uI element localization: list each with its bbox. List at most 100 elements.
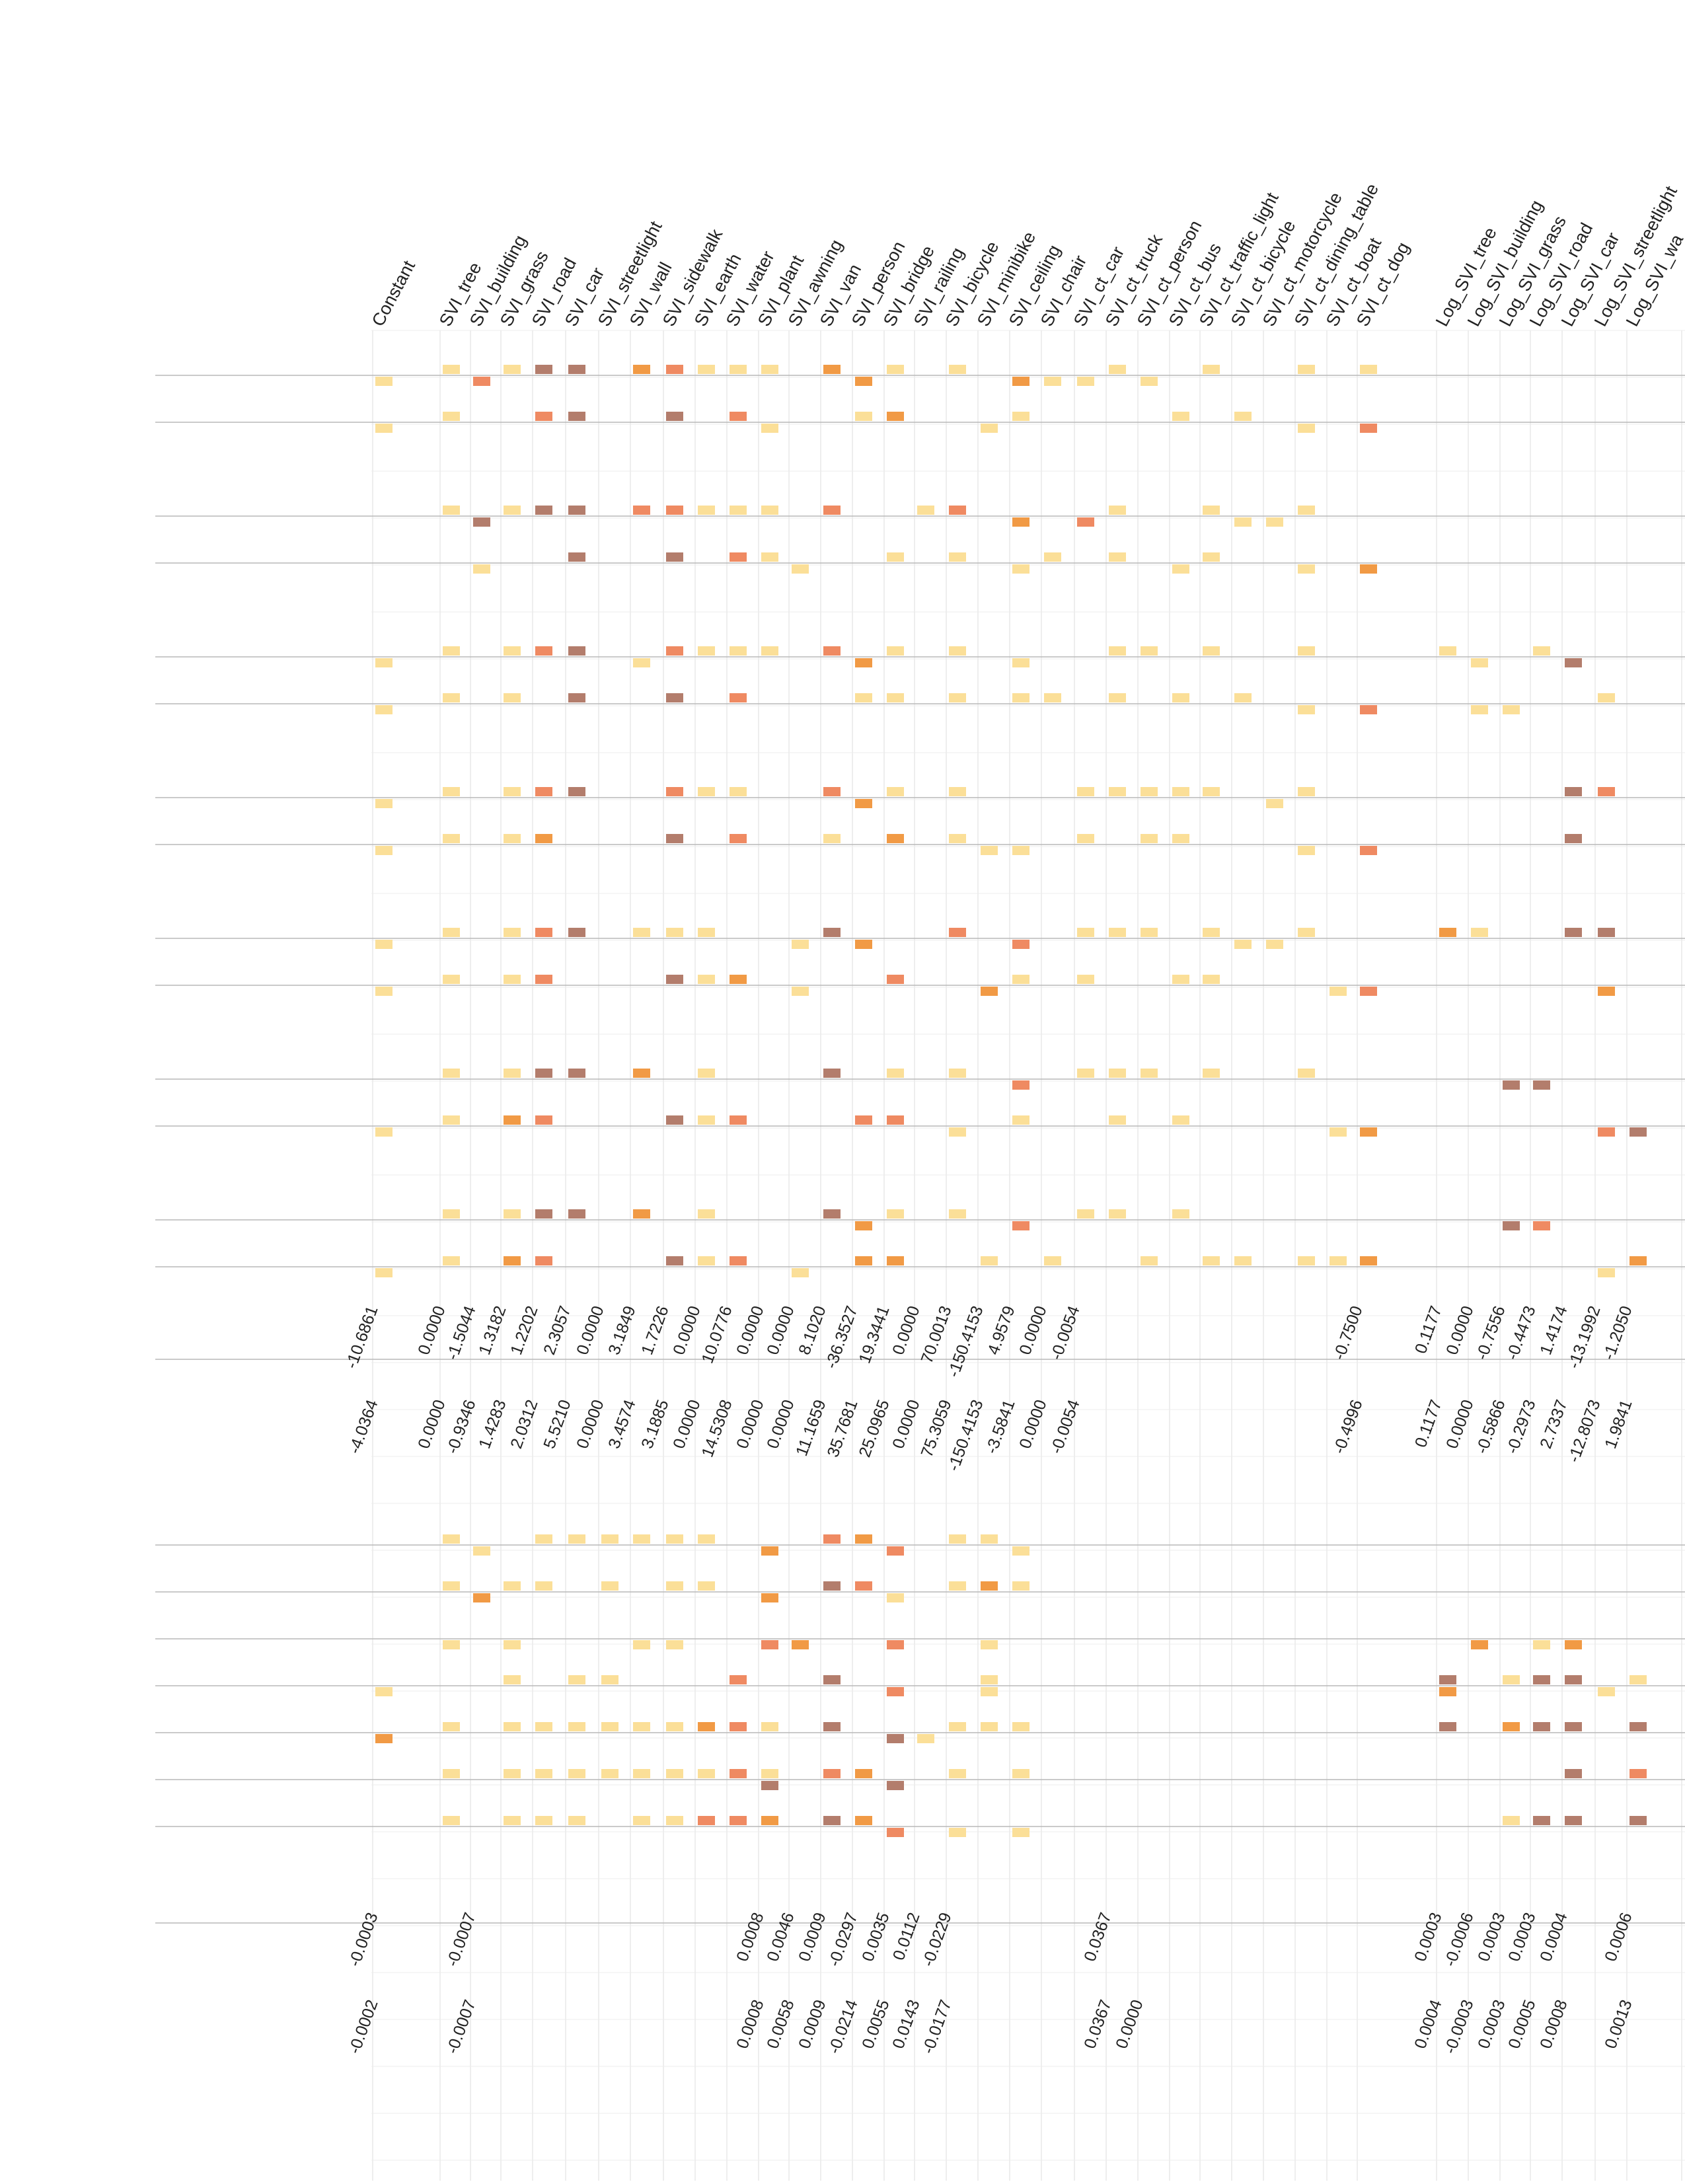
panel1-cell-svi-bridge bbox=[887, 646, 904, 656]
panel1-cell-svi-sidewalk bbox=[666, 365, 683, 374]
panel1-cell-svi-tree bbox=[443, 693, 460, 702]
panel1-cell-svi-bridge bbox=[887, 834, 904, 843]
panel1-cell-svi-van bbox=[823, 646, 841, 656]
panel2-cell-log-svi-grass bbox=[1503, 1816, 1520, 1825]
panel1-cell-svi-earth bbox=[698, 1069, 715, 1078]
panel1-cell-log-svi-streetlight bbox=[1598, 787, 1615, 796]
panel1-cell-svi-car bbox=[568, 1209, 585, 1219]
panel1-cell-svi-wall bbox=[633, 1069, 650, 1078]
panel1-cell-svi-chair bbox=[1044, 552, 1061, 562]
panel2-cell-svi-person bbox=[855, 1581, 872, 1591]
panel1-cell-svi-railing bbox=[917, 506, 934, 515]
panel2-cell-svi-grass bbox=[504, 1769, 521, 1778]
panel1-cell-svi-ct-bicycle bbox=[1234, 412, 1252, 421]
panel1-summary2-svi-ct-car: -0.0054 bbox=[1047, 1397, 1083, 1456]
panel1-summary2-log-svi-tree: 0.1177 bbox=[1411, 1397, 1446, 1450]
panel2-cell-svi-sidewalk bbox=[666, 1581, 683, 1591]
panel1-summary1-svi-road: 1.2202 bbox=[507, 1303, 541, 1357]
panel2-cell-svi-person bbox=[855, 1534, 872, 1544]
panel1-cell-svi-tree bbox=[443, 1115, 460, 1125]
panel2-cell-svi-grass bbox=[504, 1816, 521, 1825]
panel2-cell-svi-earth bbox=[698, 1534, 715, 1544]
panel2-cell-svi-bridge bbox=[887, 1734, 904, 1743]
panel1-cell-svi-plant bbox=[761, 506, 778, 515]
panel1-cell-svi-ct-bus bbox=[1172, 564, 1189, 574]
panel1-summary1-svi-plant: 0.0000 bbox=[733, 1303, 767, 1357]
panel1-cell-svi-ceiling bbox=[1012, 1115, 1030, 1125]
panel2-cell-svi-sidewalk bbox=[666, 1722, 683, 1731]
panel2-cell-svi-van bbox=[823, 1675, 841, 1684]
panel2-cell-constant bbox=[375, 1734, 393, 1743]
panel1-cell-svi-ct-bicycle bbox=[1234, 517, 1252, 527]
panel1-cell-svi-earth bbox=[698, 506, 715, 515]
panel1-cell-svi-ct-dining-table bbox=[1298, 365, 1315, 374]
panel2-summary2-log-svi-road: 0.0005 bbox=[1505, 1997, 1539, 2051]
panel2-summary2-svi-building: -0.0007 bbox=[443, 1997, 479, 2056]
panel1-summary2-svi-grass: 1.4283 bbox=[475, 1397, 509, 1450]
panel2-cell-svi-bridge bbox=[887, 1828, 904, 1837]
panel2-cell-svi-bicycle bbox=[949, 1534, 966, 1544]
panel1-cell-svi-tree bbox=[443, 1256, 460, 1265]
panel1-cell-svi-ct-traffic-light bbox=[1203, 506, 1220, 515]
panel1-summary2-svi-sidewalk: 3.1885 bbox=[638, 1397, 672, 1450]
panel2-summary2-svi-bridge: 0.0055 bbox=[858, 1997, 893, 2051]
panel1-summary2-svi-bridge: 25.0965 bbox=[855, 1397, 893, 1460]
panel2-cell-svi-grass bbox=[504, 1640, 521, 1649]
panel2-cell-log-svi-road bbox=[1533, 1722, 1550, 1731]
panel2-summary1-constant: -0.0003 bbox=[345, 1910, 381, 1969]
panel1-cell-svi-wall bbox=[633, 928, 650, 937]
panel1-cell-svi-ceiling bbox=[1012, 377, 1030, 386]
panel1-cell-svi-plant bbox=[761, 365, 778, 374]
panel1-cell-svi-grass bbox=[504, 693, 521, 702]
panel1-cell-constant bbox=[375, 658, 393, 667]
panel1-summary1-svi-chair: 0.0000 bbox=[1016, 1303, 1050, 1357]
panel2-cell-svi-water bbox=[730, 1675, 747, 1684]
panel2-cell-svi-sidewalk bbox=[666, 1769, 683, 1778]
panel1-cell-svi-water bbox=[730, 787, 747, 796]
panel1-cell-svi-bridge bbox=[887, 1069, 904, 1078]
panel2-summary1-log-svi-wall: 0.0006 bbox=[1601, 1910, 1635, 1963]
panel2-cell-svi-person bbox=[855, 1769, 872, 1778]
panel1-summary1-svi-earth: 0.0000 bbox=[669, 1303, 704, 1357]
panel1-summary2-svi-chair: 0.0000 bbox=[1016, 1397, 1050, 1450]
panel2-cell-log-svi-car bbox=[1565, 1640, 1582, 1649]
panel1-cell-svi-ct-dining-table bbox=[1298, 1069, 1315, 1078]
panel1-cell-log-svi-grass bbox=[1503, 705, 1520, 714]
column-header-constant: Constant bbox=[368, 257, 419, 330]
panel1-cell-svi-road bbox=[535, 646, 552, 656]
cell-layer bbox=[375, 365, 1647, 1837]
panel2-cell-svi-bicycle bbox=[949, 1769, 966, 1778]
panel1-summary1-constant: -10.6861 bbox=[342, 1303, 382, 1371]
panel2-cell-svi-bridge bbox=[887, 1593, 904, 1602]
panel1-cell-svi-wall bbox=[633, 1209, 650, 1219]
panel2-summary2-log-svi-grass: 0.0003 bbox=[1474, 1997, 1509, 2051]
panel1-cell-svi-chair bbox=[1044, 377, 1061, 386]
panel1-cell-svi-plant bbox=[761, 552, 778, 562]
panel2-summary1-svi-plant: 0.0008 bbox=[733, 1910, 767, 1963]
panel1-cell-svi-bicycle bbox=[949, 646, 966, 656]
panel1-cell-svi-wall bbox=[633, 365, 650, 374]
panel1-cell-svi-tree bbox=[443, 1209, 460, 1219]
panel2-cell-svi-ceiling bbox=[1012, 1581, 1030, 1591]
panel1-cell-svi-ct-car bbox=[1077, 517, 1094, 527]
panel1-cell-svi-ceiling bbox=[1012, 693, 1030, 702]
panel1-cell-svi-bicycle bbox=[949, 1127, 966, 1137]
panel1-summary1-svi-water: 10.0776 bbox=[698, 1303, 735, 1366]
panel1-cell-svi-sidewalk bbox=[666, 975, 683, 984]
panel1-cell-svi-bridge bbox=[887, 787, 904, 796]
panel1-cell-svi-grass bbox=[504, 1115, 521, 1125]
panel1-cell-svi-ct-dog bbox=[1360, 424, 1377, 433]
panel1-cell-svi-ct-bus bbox=[1172, 834, 1189, 843]
panel2-summary1-svi-bicycle: -0.0229 bbox=[918, 1910, 955, 1969]
panel1-cell-svi-water bbox=[730, 412, 747, 421]
panel1-cell-svi-tree bbox=[443, 365, 460, 374]
panel2-cell-svi-tree bbox=[443, 1640, 460, 1649]
panel1-cell-svi-road bbox=[535, 1209, 552, 1219]
panel1-cell-svi-ct-car bbox=[1077, 928, 1094, 937]
panel1-cell-svi-ct-truck bbox=[1109, 1115, 1126, 1125]
panel1-cell-svi-ct-truck bbox=[1109, 552, 1126, 562]
panel1-cell-log-svi-streetlight bbox=[1598, 1127, 1615, 1137]
panel1-summary2-log-svi-building: 0.0000 bbox=[1442, 1397, 1477, 1450]
panel2-cell-svi-bicycle bbox=[949, 1828, 966, 1837]
panel2-cell-svi-person bbox=[855, 1816, 872, 1825]
